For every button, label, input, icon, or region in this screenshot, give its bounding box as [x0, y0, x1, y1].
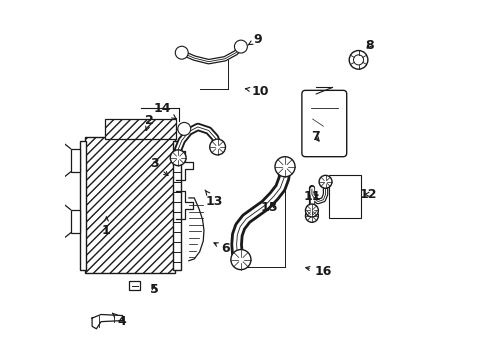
- Circle shape: [175, 46, 188, 59]
- Bar: [70, 149, 80, 172]
- Circle shape: [353, 55, 363, 65]
- Bar: [104, 119, 176, 139]
- Circle shape: [178, 122, 190, 135]
- Polygon shape: [92, 315, 122, 329]
- Text: 13: 13: [204, 190, 222, 208]
- Circle shape: [348, 50, 367, 69]
- Circle shape: [234, 40, 247, 53]
- Text: 4: 4: [112, 313, 126, 328]
- Circle shape: [319, 175, 331, 188]
- Text: 5: 5: [149, 283, 158, 296]
- Circle shape: [305, 210, 318, 222]
- Text: 6: 6: [214, 242, 230, 255]
- Bar: [80, 140, 86, 270]
- FancyBboxPatch shape: [301, 90, 346, 157]
- Text: 8: 8: [364, 39, 373, 52]
- Text: 3: 3: [150, 157, 168, 176]
- Text: 11: 11: [303, 190, 321, 203]
- Bar: [172, 140, 180, 270]
- Text: 12: 12: [359, 188, 376, 201]
- Bar: [85, 137, 174, 273]
- Text: 2: 2: [145, 114, 154, 131]
- Circle shape: [274, 157, 294, 177]
- Text: 1: 1: [102, 217, 111, 237]
- Bar: [328, 175, 360, 218]
- Bar: [70, 210, 80, 233]
- Text: 10: 10: [245, 85, 268, 98]
- Text: 15: 15: [260, 202, 278, 215]
- Circle shape: [305, 204, 318, 217]
- Circle shape: [230, 249, 250, 270]
- Circle shape: [170, 150, 185, 166]
- Text: 9: 9: [248, 32, 262, 46]
- Text: 7: 7: [310, 130, 319, 143]
- Circle shape: [209, 139, 225, 155]
- Text: 16: 16: [305, 265, 331, 278]
- Text: 14: 14: [153, 103, 176, 119]
- Bar: [129, 282, 140, 290]
